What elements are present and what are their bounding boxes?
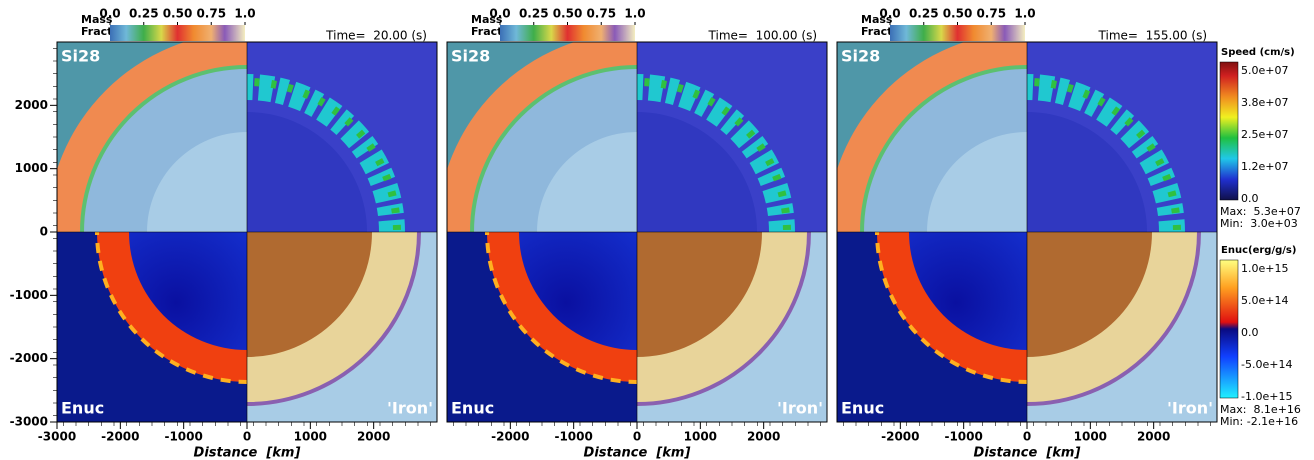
x-tick-label: 1000	[1074, 430, 1107, 444]
mass-tick-label: 0.25	[129, 7, 159, 21]
x-axis-label: Distance [km]	[584, 446, 691, 460]
y-tick-label: -2000	[10, 351, 48, 365]
x-axis-label: Distance [km]	[194, 446, 301, 460]
colorbar-title: Speed (cm/s)	[1221, 47, 1295, 58]
mass-tick-label: 0.25	[909, 7, 939, 21]
colorbar-tick-label: 2.5e+07	[1241, 128, 1288, 141]
quadrant-label: Si28	[451, 47, 490, 66]
x-tick-label: -1000	[554, 430, 592, 444]
x-tick-label: -1000	[164, 430, 202, 444]
x-tick-label: 1000	[294, 430, 327, 444]
mass-tick-label: 0.0	[99, 7, 120, 21]
mass-tick-label: 1.0	[624, 7, 645, 21]
x-tick-label: -2000	[491, 430, 529, 444]
y-tick-label: -3000	[10, 415, 48, 429]
mass-tick-label: 0.50	[553, 7, 583, 21]
mass-tick-label: 1.0	[234, 7, 255, 21]
colorbar-min: Min: 3.0e+03	[1220, 217, 1298, 230]
mass-tick-label: 0.50	[163, 7, 193, 21]
colorbar-tick-label: 0.0	[1241, 326, 1259, 339]
colorbar-tick-label: 0.0	[1241, 192, 1259, 205]
colorbar-tick-label: 3.8e+07	[1241, 96, 1288, 109]
quadrant-label: Enuc	[841, 399, 884, 418]
quadrant-label: 'Iron'	[777, 399, 823, 418]
mass-fraction-label: Mass	[471, 13, 503, 26]
colorbar-tick-label: 5.0e+14	[1241, 294, 1288, 307]
colorbar-max: Max: 8.1e+16	[1220, 403, 1301, 416]
x-tick-label: -2000	[101, 430, 139, 444]
time-label: Time= 155.00 (s)	[1098, 29, 1207, 43]
mass-colorbar	[500, 25, 635, 41]
colorbar-max: Max: 5.3e+07	[1220, 205, 1301, 218]
x-tick-label: 2000	[1137, 430, 1170, 444]
mass-tick-label: 0.75	[586, 7, 616, 21]
colorbar	[1219, 259, 1239, 399]
x-tick-label: 2000	[747, 430, 780, 444]
x-tick-label: 0	[1023, 430, 1031, 444]
quadrant-label: Enuc	[61, 399, 104, 418]
x-axis-label: Distance [km]	[974, 446, 1081, 460]
colorbar	[1219, 61, 1239, 201]
mass-tick-label: 0.75	[196, 7, 226, 21]
x-tick-label: 0	[243, 430, 251, 444]
time-label: Time= 100.00 (s)	[708, 29, 817, 43]
mass-tick-label: 0.0	[489, 7, 510, 21]
x-tick-label: -1000	[944, 430, 982, 444]
y-tick-label: 0	[40, 225, 48, 239]
mass-tick-label: 0.25	[519, 7, 549, 21]
mass-fraction-label: Mass	[81, 13, 113, 26]
x-tick-label: 1000	[684, 430, 717, 444]
colorbar-tick-label: -1.0e+15	[1241, 390, 1292, 403]
x-tick-label: -3000	[38, 430, 76, 444]
mass-colorbar	[110, 25, 245, 41]
colorbar-tick-label: 1.2e+07	[1241, 160, 1288, 173]
colorbar-tick-label: -5.0e+14	[1241, 358, 1292, 371]
time-label: Time= 20.00 (s)	[325, 29, 427, 43]
mass-tick-label: 1.0	[1014, 7, 1035, 21]
x-tick-label: 0	[633, 430, 641, 444]
y-tick-label: 2000	[15, 98, 48, 112]
quadrant-label: Enuc	[451, 399, 494, 418]
mass-tick-label: 0.75	[976, 7, 1006, 21]
x-tick-label: 2000	[357, 430, 390, 444]
y-tick-label: -1000	[10, 288, 48, 302]
x-tick-label: -2000	[881, 430, 919, 444]
colorbar-min: Min: -2.1e+16	[1220, 415, 1298, 428]
y-tick-label: 1000	[15, 161, 48, 175]
mass-tick-label: 0.0	[879, 7, 900, 21]
quadrant-label: 'Iron'	[387, 399, 433, 418]
quadrant-label: Si28	[841, 47, 880, 66]
colorbar-tick-label: 1.0e+15	[1241, 262, 1288, 275]
colorbar-title: Enuc(erg/g/s)	[1221, 245, 1296, 256]
mass-colorbar	[890, 25, 1025, 41]
colorbar-tick-label: 5.0e+07	[1241, 64, 1288, 77]
quadrant-label: Si28	[61, 47, 100, 66]
mass-fraction-label: Mass	[861, 13, 893, 26]
mass-tick-label: 0.50	[943, 7, 973, 21]
quadrant-label: 'Iron'	[1167, 399, 1213, 418]
